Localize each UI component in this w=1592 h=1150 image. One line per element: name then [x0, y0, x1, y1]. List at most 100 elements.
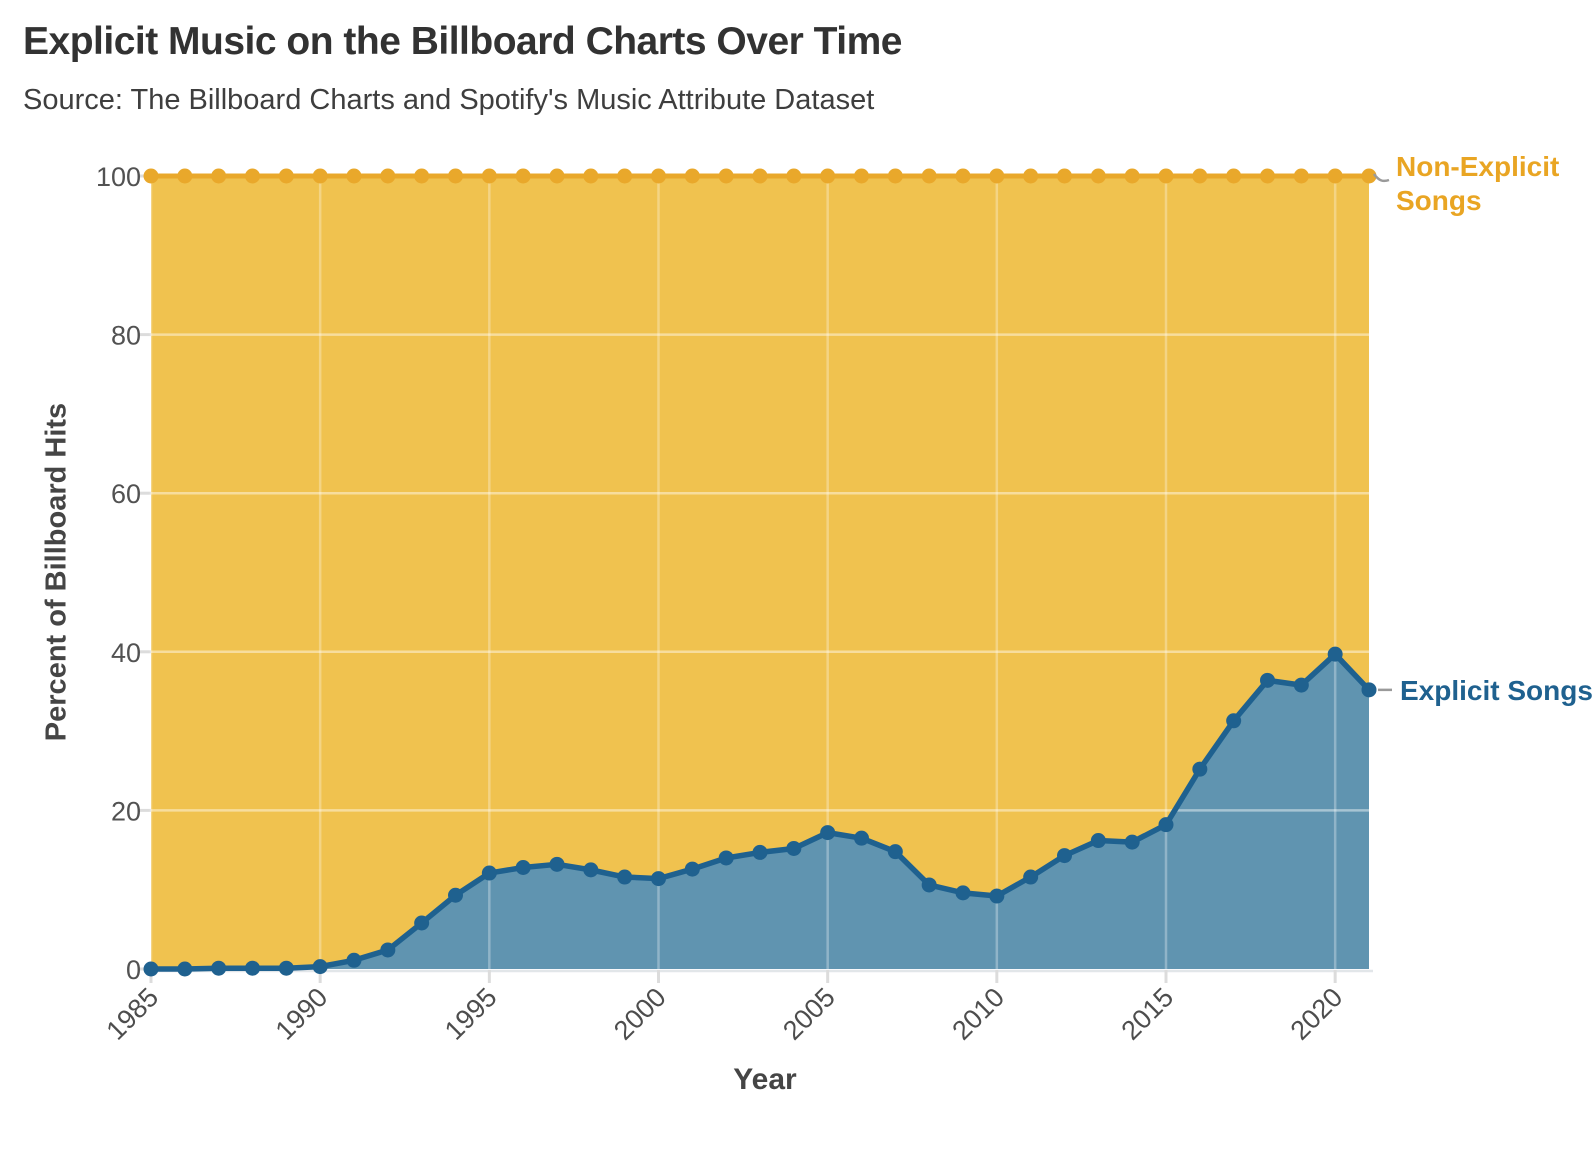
- x-tick-label: 1985: [101, 982, 165, 1046]
- non-explicit-point: [854, 168, 869, 184]
- explicit-point: [481, 865, 497, 881]
- explicit-point: [617, 869, 633, 885]
- explicit-point: [921, 877, 937, 893]
- explicit-point: [278, 960, 294, 976]
- non-explicit-point: [887, 168, 903, 184]
- explicit-point: [752, 844, 768, 860]
- non-explicit-label-line2: Songs: [1396, 185, 1482, 216]
- non-explicit-point: [1057, 168, 1072, 184]
- explicit-point: [1293, 677, 1309, 693]
- explicit-point: [143, 961, 159, 977]
- explicit-point: [211, 960, 227, 976]
- x-tick-label: 1990: [270, 982, 334, 1046]
- y-tick-label: 20: [111, 796, 141, 826]
- x-axis-title: Year: [733, 1063, 797, 1096]
- non-explicit-point: [955, 168, 971, 184]
- explicit-point: [1260, 672, 1275, 688]
- non-explicit-point: [278, 168, 294, 184]
- page-title: Explicit Music on the Billboard Charts O…: [23, 20, 902, 63]
- explicit-point: [245, 960, 260, 976]
- non-explicit-point: [245, 168, 260, 184]
- non-explicit-point: [1260, 168, 1275, 184]
- explicit-point: [380, 942, 396, 958]
- non-explicit-point: [820, 168, 836, 184]
- non-explicit-point: [1293, 168, 1309, 184]
- explicit-point: [651, 871, 666, 887]
- explicit-point: [549, 856, 565, 872]
- non-explicit-point: [752, 168, 768, 184]
- explicit-point: [1158, 817, 1174, 833]
- non-explicit-point: [921, 168, 937, 184]
- explicit-point: [448, 887, 463, 903]
- non-explicit-point: [1361, 168, 1377, 184]
- explicit-songs-label: Explicit Songs: [1400, 675, 1592, 706]
- non-explicit-label-connector: [1372, 173, 1390, 183]
- explicit-point: [955, 885, 971, 901]
- non-explicit-point: [1226, 168, 1242, 184]
- non-explicit-label-line1: Non-Explicit: [1396, 151, 1560, 182]
- y-tick-label: 100: [96, 162, 141, 192]
- non-explicit-point: [312, 168, 328, 184]
- x-tick-label: 2020: [1285, 982, 1349, 1046]
- explicit-point: [515, 859, 531, 875]
- non-explicit-point: [515, 168, 531, 184]
- y-axis-title: Percent of Billboard Hits: [40, 402, 73, 742]
- non-explicit-point: [380, 168, 396, 184]
- explicit-point: [820, 825, 836, 841]
- explicit-point: [989, 888, 1005, 904]
- x-tick-label: 2015: [1116, 982, 1180, 1046]
- non-explicit-point: [211, 168, 227, 184]
- non-explicit-point: [177, 168, 193, 184]
- x-tick-label: 1995: [439, 982, 503, 1046]
- non-explicit-point: [1327, 168, 1343, 184]
- non-explicit-point: [481, 168, 497, 184]
- explicit-point: [1226, 713, 1242, 729]
- x-tick-label: 2005: [777, 982, 841, 1046]
- explicit-point: [786, 840, 802, 856]
- non-explicit-point: [414, 168, 430, 184]
- explicit-point: [312, 959, 328, 975]
- x-tick-label: 2010: [946, 982, 1010, 1046]
- explicit-point: [1192, 761, 1208, 777]
- non-explicit-point: [1124, 168, 1140, 184]
- explicit-point: [1090, 833, 1106, 849]
- y-tick-label: 80: [111, 321, 141, 351]
- non-explicit-point: [718, 168, 734, 184]
- non-explicit-songs-label: Non-Explicit Songs: [1396, 150, 1559, 218]
- non-explicit-area: [151, 176, 1369, 969]
- x-tick-label: 2000: [608, 982, 672, 1046]
- non-explicit-point: [651, 168, 666, 184]
- explicit-point: [1361, 682, 1377, 698]
- non-explicit-point: [617, 168, 633, 184]
- non-explicit-point: [1023, 168, 1039, 184]
- explicit-point: [346, 952, 362, 968]
- explicit-point: [177, 961, 193, 977]
- non-explicit-point: [143, 168, 159, 184]
- explicit-point: [1023, 869, 1039, 885]
- non-explicit-point: [786, 168, 802, 184]
- non-explicit-point: [448, 168, 463, 184]
- non-explicit-point: [1158, 168, 1174, 184]
- explicit-point: [1124, 834, 1140, 850]
- y-tick-label: 60: [111, 479, 141, 509]
- explicit-point: [854, 830, 869, 846]
- non-explicit-point: [346, 168, 362, 184]
- non-explicit-point: [989, 168, 1005, 184]
- non-explicit-point: [549, 168, 565, 184]
- explicit-point: [1057, 848, 1072, 864]
- y-tick-label: 40: [111, 638, 141, 668]
- non-explicit-point: [583, 168, 599, 184]
- explicit-point: [718, 850, 734, 866]
- explicit-point: [684, 861, 700, 877]
- y-tick-label: 0: [126, 955, 141, 985]
- non-explicit-point: [1090, 168, 1106, 184]
- explicit-point: [887, 844, 903, 860]
- chart-source-subtitle: Source: The Billboard Charts and Spotify…: [23, 84, 875, 116]
- explicit-point: [583, 862, 599, 878]
- explicit-area: [151, 654, 1369, 969]
- explicit-point: [1327, 646, 1343, 662]
- explicit-point: [414, 915, 430, 931]
- non-explicit-point: [1192, 168, 1208, 184]
